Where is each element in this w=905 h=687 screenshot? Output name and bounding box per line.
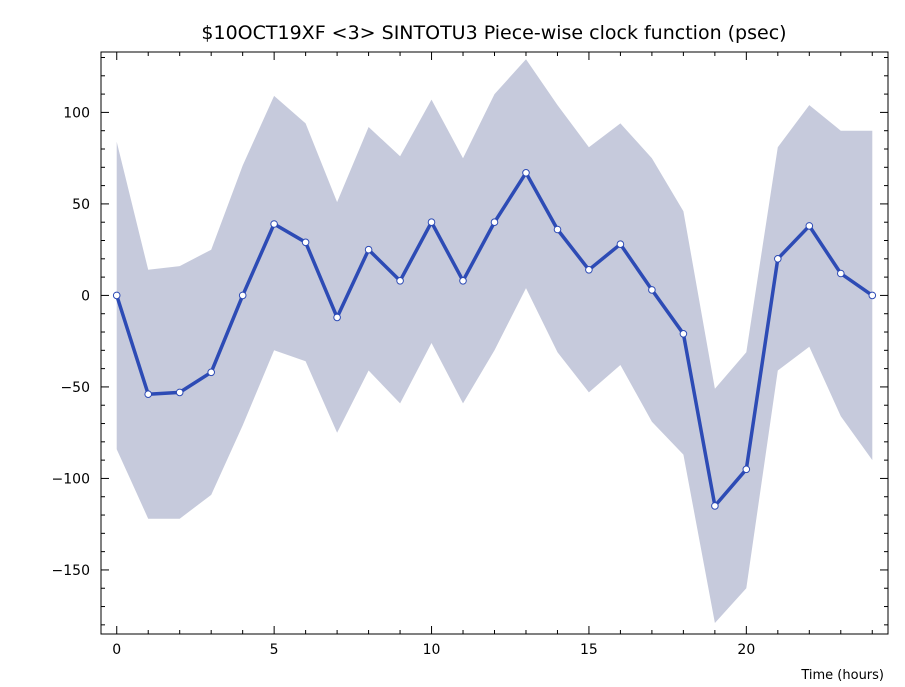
y-tick-labels: −150 −100 −50 0 50 100 xyxy=(52,105,90,579)
data-point xyxy=(522,169,530,177)
x-tick-label: 15 xyxy=(580,642,598,658)
uncertainty-band-layer xyxy=(116,59,873,624)
y-tick-label: −100 xyxy=(52,471,90,487)
data-point xyxy=(333,313,341,322)
x-tick-label: 20 xyxy=(737,642,755,658)
chart-title: $10OCT19XF <3> SINTOTU3 Piece-wise clock… xyxy=(201,22,786,44)
data-point xyxy=(805,222,814,230)
data-point xyxy=(270,220,278,228)
data-point xyxy=(553,225,562,234)
data-point xyxy=(427,218,436,226)
data-point xyxy=(711,502,719,510)
data-point xyxy=(459,277,467,285)
y-tick-label: 0 xyxy=(81,288,90,304)
data-point xyxy=(679,330,688,338)
y-tick-label: 50 xyxy=(72,197,90,213)
x-tick-labels: 0 5 10 15 20 xyxy=(112,642,755,658)
data-point xyxy=(112,291,121,300)
axis-ticks xyxy=(101,52,888,634)
y-tick-label: −50 xyxy=(60,380,90,396)
data-point xyxy=(238,291,247,300)
data-point-layer xyxy=(112,169,877,510)
y-tick-label: 100 xyxy=(63,105,90,121)
uncertainty-band xyxy=(116,59,873,624)
x-axis-label: Time (hours) xyxy=(800,668,884,683)
data-point xyxy=(742,465,751,474)
x-tick-label: 10 xyxy=(423,642,441,658)
data-point xyxy=(396,277,404,285)
x-tick-label: 0 xyxy=(112,642,121,658)
data-point xyxy=(207,368,215,377)
data-point xyxy=(585,266,593,274)
data-point xyxy=(364,245,373,254)
data-point xyxy=(175,388,184,397)
data-point xyxy=(490,218,499,226)
data-point xyxy=(774,254,782,263)
data-point xyxy=(837,269,845,278)
data-point xyxy=(144,390,152,399)
y-tick-label: −150 xyxy=(52,563,90,579)
data-point xyxy=(301,238,310,247)
data-point xyxy=(648,286,656,294)
data-point xyxy=(616,240,625,248)
x-tick-label: 5 xyxy=(270,642,279,658)
data-point xyxy=(868,291,877,300)
